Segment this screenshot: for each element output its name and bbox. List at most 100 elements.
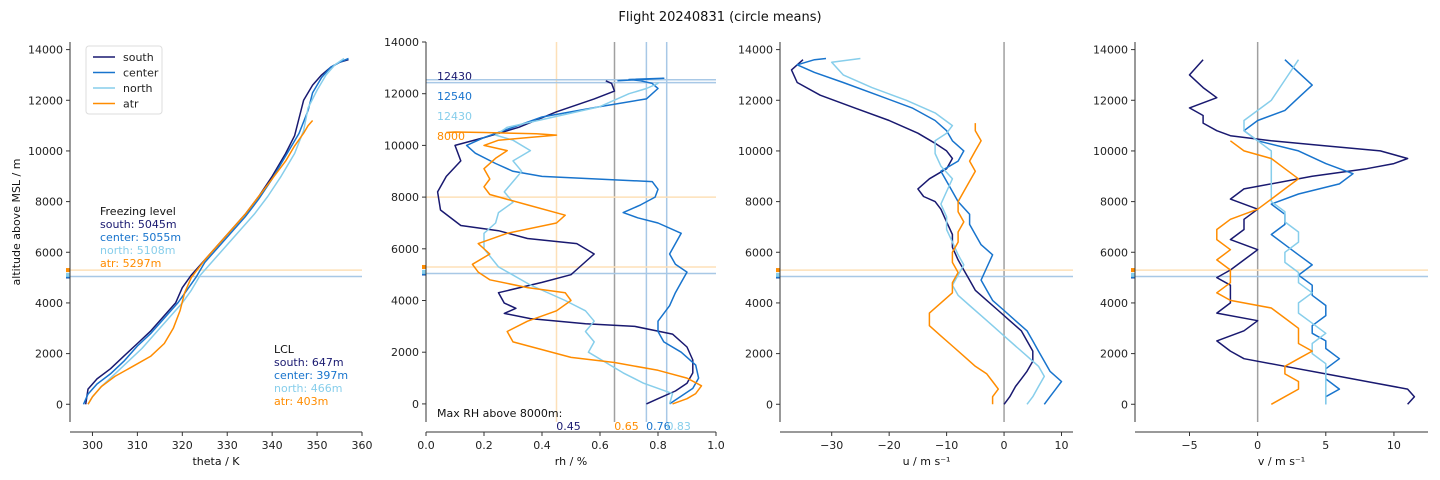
lcl-line-north: north: 466m <box>274 382 342 395</box>
x-axis-label: rh / % <box>555 455 587 468</box>
x-tick-label: 0.0 <box>417 439 435 452</box>
freezing-marker-north <box>776 272 780 277</box>
legend-box <box>85 45 163 115</box>
freezing-marker-atr <box>1131 268 1135 273</box>
x-tick-label: 320 <box>172 439 193 452</box>
y-tick-label: 10000 <box>738 145 773 158</box>
lcl-line-atr: atr: 403m <box>274 395 328 408</box>
freezing-marker-atr <box>66 268 70 273</box>
x-axis-label: theta / K <box>192 455 240 468</box>
y-axis-label: altitude above MSL / m <box>10 159 23 286</box>
y-tick-label: 0 <box>56 398 63 411</box>
lcl-title: LCL <box>274 343 295 356</box>
maxrh-north: 0.83 <box>666 420 691 433</box>
x-tick-label: 360 <box>352 439 373 452</box>
y-tick-label: 12000 <box>384 88 419 101</box>
maxrh-south: 0.45 <box>556 420 581 433</box>
x-axis-label: u / m s⁻¹ <box>903 455 951 468</box>
y-tick-label: 2000 <box>391 346 419 359</box>
x-tick-label: 10 <box>1387 439 1401 452</box>
freezing-marker-atr <box>422 264 426 269</box>
legend-label-center: center <box>123 67 159 80</box>
freezing-marker-north <box>422 269 426 274</box>
freezing-marker-north <box>1131 272 1135 277</box>
y-tick-label: 4000 <box>35 297 63 310</box>
legend-label-atr: atr <box>123 98 139 111</box>
x-tick-label: −20 <box>878 439 901 452</box>
series-atr-line <box>1216 140 1313 405</box>
legend-label-south: south <box>123 51 154 64</box>
maxrh-atr: 0.65 <box>614 420 639 433</box>
x-tick-label: 330 <box>217 439 238 452</box>
maxrh-center: 0.76 <box>646 420 671 433</box>
panel-theta: 0 2000 4000 6000 8000 10000 12000 14000 300 310 32… <box>10 42 373 468</box>
y-tick-label: 10000 <box>384 139 419 152</box>
x-tick-label: −30 <box>820 439 843 452</box>
series-center-line <box>465 77 700 405</box>
series-atr-line <box>928 123 1000 405</box>
freezing-line-center: center: 5055m <box>100 231 181 244</box>
y-tick-label: 10000 <box>28 145 63 158</box>
freezing-line-atr: atr: 5297m <box>100 257 161 270</box>
x-tick-label: 1.0 <box>707 439 725 452</box>
y-tick-label: 14000 <box>1093 44 1128 57</box>
series-atr-line <box>446 131 703 405</box>
y-tick-label: 12000 <box>738 94 773 107</box>
y-tick-label: 4000 <box>745 297 773 310</box>
x-tick-label: 0 <box>1254 439 1261 452</box>
x-tick-label: −5 <box>1181 439 1197 452</box>
freezing-marker-atr <box>776 268 780 273</box>
legend-label-north: north <box>123 82 153 95</box>
panel-v: 0 2000 4000 6000 8000 10000 12000 14000 −5 0 5 10 v … <box>1093 42 1428 468</box>
series-south-line <box>1188 59 1416 405</box>
y-tick-label: 2000 <box>1100 348 1128 361</box>
figure-title: Flight 20240831 (circle means) <box>618 10 821 25</box>
series-atr-line <box>87 120 314 405</box>
y-tick-label: 8000 <box>391 191 419 204</box>
x-tick-label: 0.2 <box>475 439 493 452</box>
x-tick-label: 5 <box>1322 439 1329 452</box>
x-tick-label: 0 <box>1001 439 1008 452</box>
cloud-top-atr: 8000 <box>437 130 465 143</box>
legend: south center north atr <box>85 45 163 115</box>
y-tick-label: 6000 <box>391 243 419 256</box>
series-center-line <box>82 57 349 405</box>
x-tick-label: 340 <box>262 439 283 452</box>
lcl-line-south: south: 647m <box>274 356 344 369</box>
x-tick-label: 0.4 <box>533 439 551 452</box>
series-north-line <box>87 57 345 405</box>
y-tick-label: 12000 <box>28 94 63 107</box>
y-tick-label: 2000 <box>35 348 63 361</box>
x-tick-label: 310 <box>127 439 148 452</box>
freezing-marker-north <box>66 272 70 277</box>
x-axis-label: v / m s⁻¹ <box>1258 455 1305 468</box>
cloud-top-center: 12540 <box>437 90 472 103</box>
y-tick-label: 0 <box>1121 398 1128 411</box>
maxrh-title: Max RH above 8000m: <box>437 407 562 420</box>
y-tick-label: 14000 <box>384 36 419 49</box>
freezing-line-north: north: 5108m <box>100 244 175 257</box>
x-tick-label: 10 <box>1055 439 1069 452</box>
y-tick-label: 12000 <box>1093 94 1128 107</box>
x-tick-label: 0.8 <box>649 439 667 452</box>
y-tick-label: 6000 <box>35 246 63 259</box>
cloud-top-south: 12430 <box>437 70 472 83</box>
y-tick-label: 8000 <box>35 196 63 209</box>
series-north-line <box>830 57 1046 405</box>
x-tick-label: −10 <box>935 439 958 452</box>
series-center-line <box>796 57 1063 405</box>
freezing-title: Freezing level <box>100 205 176 218</box>
y-tick-label: 14000 <box>738 44 773 57</box>
x-tick-label: 0.6 <box>591 439 609 452</box>
series-north-line <box>483 82 674 405</box>
y-tick-label: 0 <box>766 398 773 411</box>
series-center-line <box>1243 59 1354 405</box>
y-tick-label: 2000 <box>745 348 773 361</box>
x-tick-label: 300 <box>82 439 103 452</box>
y-tick-label: 14000 <box>28 44 63 57</box>
y-tick-label: 0 <box>412 398 419 411</box>
series-north-line <box>1243 59 1327 405</box>
lcl-line-center: center: 397m <box>274 369 348 382</box>
x-tick-label: 350 <box>307 439 328 452</box>
